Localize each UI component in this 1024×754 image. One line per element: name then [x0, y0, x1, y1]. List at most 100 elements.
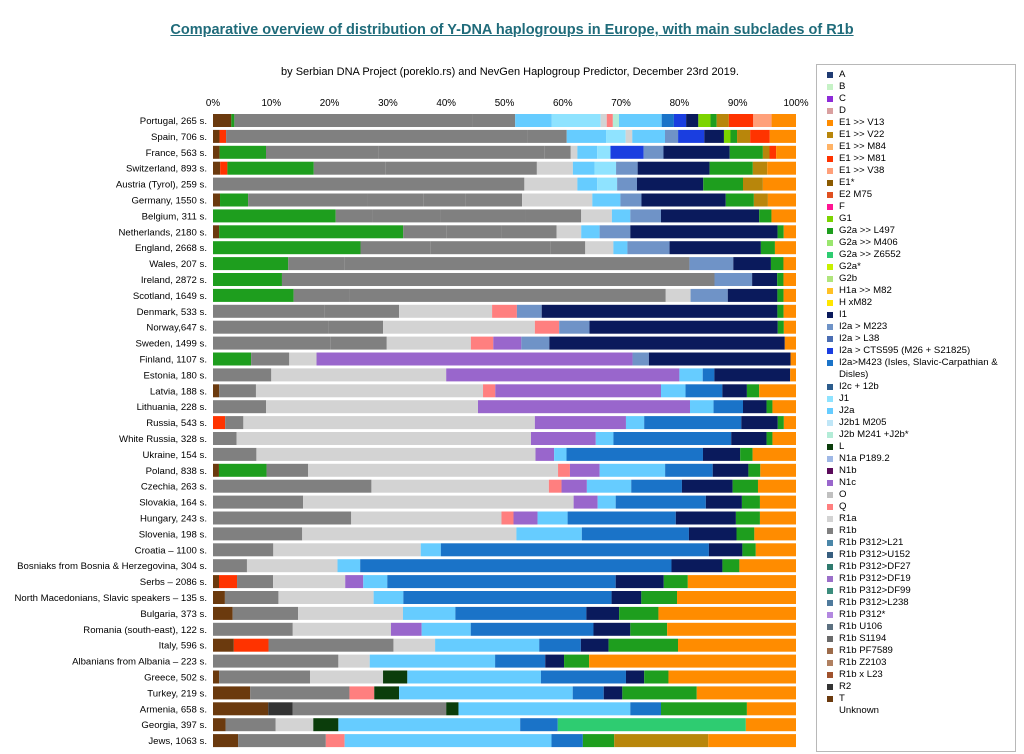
bar-segment	[237, 575, 274, 589]
legend-item: R1b P312>DF19	[827, 573, 1015, 585]
bar-segment	[338, 654, 370, 668]
bar-segment	[328, 320, 384, 334]
legend-swatch	[827, 216, 833, 222]
legend-swatch	[827, 132, 833, 138]
bar-segment	[266, 145, 379, 159]
bar-segment	[731, 432, 767, 445]
bar-segment	[572, 686, 604, 700]
bar-segment	[637, 161, 710, 175]
legend-item: R1b P312>L21	[827, 537, 1015, 549]
bar-segment	[226, 129, 528, 143]
bar-segment	[625, 129, 633, 143]
category-label: Germany, 1550 s.	[131, 196, 207, 207]
legend-label: R1b P312>DF99	[839, 585, 911, 596]
legend-item: G2a >> M406	[827, 237, 1015, 249]
bar-segment	[213, 145, 220, 159]
bar-segment	[378, 145, 478, 159]
bar-segment	[730, 129, 738, 143]
bar-segment	[275, 718, 314, 732]
bar-segment	[293, 288, 350, 302]
bar-segment	[385, 161, 537, 175]
bar-segment	[501, 225, 557, 239]
legend-label: R1a	[839, 513, 857, 524]
legend-item: G2a >> L497	[827, 225, 1015, 237]
bar-segment	[686, 114, 699, 127]
bar-segment	[743, 400, 767, 414]
bar-segment	[251, 352, 290, 366]
bar-segment	[495, 384, 661, 398]
bar-segment	[586, 479, 632, 493]
x-tick-label: 10%	[261, 98, 281, 109]
bar-segment	[561, 479, 587, 493]
bar-segment	[243, 416, 535, 430]
bar-segment	[220, 161, 228, 175]
legend-item: I2a > CTS595 (M26 + S21825)	[827, 345, 1015, 357]
bar-segment	[225, 416, 244, 430]
legend-label: R1b S1194	[839, 633, 887, 644]
legend-label: G2a >> M406	[839, 237, 898, 248]
bar-segment	[606, 114, 613, 127]
category-label: Portugal, 265 s.	[140, 116, 207, 127]
bar-segment	[597, 145, 611, 159]
bar-segment	[702, 368, 715, 382]
bar-segment	[613, 432, 732, 445]
bar-segment	[603, 686, 623, 700]
bar-segment	[767, 193, 796, 207]
bar-segment	[227, 161, 314, 175]
bar-segment	[611, 591, 642, 604]
bar-segment	[213, 638, 234, 652]
bar-segment	[470, 622, 594, 636]
legend-swatch	[827, 456, 833, 462]
bar-segment	[705, 495, 742, 509]
bar-segment	[493, 336, 522, 350]
bar-segment	[213, 591, 225, 604]
bar-segment	[213, 177, 525, 191]
bar-segment	[716, 114, 729, 127]
bar-segment	[784, 336, 796, 350]
bar-segment	[531, 432, 596, 445]
legend-label: N1c	[839, 477, 857, 488]
bar-segment	[774, 241, 796, 255]
bar-segment	[586, 606, 620, 620]
bar-segment	[630, 622, 668, 636]
bar-segment	[572, 161, 595, 175]
legend-swatch	[827, 264, 833, 270]
bar-segment	[374, 686, 400, 700]
bar-segment	[278, 591, 374, 604]
legend-label: E1 >> M81	[839, 153, 886, 164]
bar-segment	[677, 591, 796, 604]
category-label: Romania (south-east), 122 s.	[83, 625, 207, 636]
bar-segment	[213, 527, 303, 541]
bar-segment	[632, 352, 649, 366]
category-label: Denmark, 533 s.	[137, 307, 207, 318]
bar-segment	[351, 511, 502, 525]
x-tick-label: 60%	[553, 98, 573, 109]
bar-segment	[702, 447, 741, 461]
bar-segment	[790, 368, 796, 382]
legend-swatch	[827, 120, 833, 126]
bar-segment	[790, 352, 796, 366]
bar-segment	[472, 114, 516, 127]
legend-swatch	[827, 576, 833, 582]
bar-segment	[580, 638, 609, 652]
bar-segment	[399, 686, 573, 700]
bar-segment	[675, 511, 736, 525]
legend-item: R2	[827, 681, 1015, 693]
legend-label: G2a >> L497	[839, 225, 896, 236]
legend-label: G2b	[839, 273, 858, 284]
bar-segment	[597, 177, 618, 191]
legend-label: R1b Z2103	[839, 657, 887, 668]
legend-label: E1 >> V13	[839, 117, 885, 128]
legend-label: R1b P312>DF27	[839, 561, 911, 572]
legend-item: N1c	[827, 477, 1015, 489]
chart-title: Comparative overview of distribution of …	[170, 22, 854, 38]
legend-swatch	[827, 600, 833, 606]
bar-segment	[470, 336, 494, 350]
legend-swatch	[827, 660, 833, 666]
bar-segment	[213, 384, 220, 398]
bar-segment	[515, 114, 552, 127]
bar-segment	[606, 129, 626, 143]
bar-segment	[271, 368, 447, 382]
bar-segment	[219, 384, 256, 398]
category-label: England, 2668 s.	[135, 243, 207, 254]
